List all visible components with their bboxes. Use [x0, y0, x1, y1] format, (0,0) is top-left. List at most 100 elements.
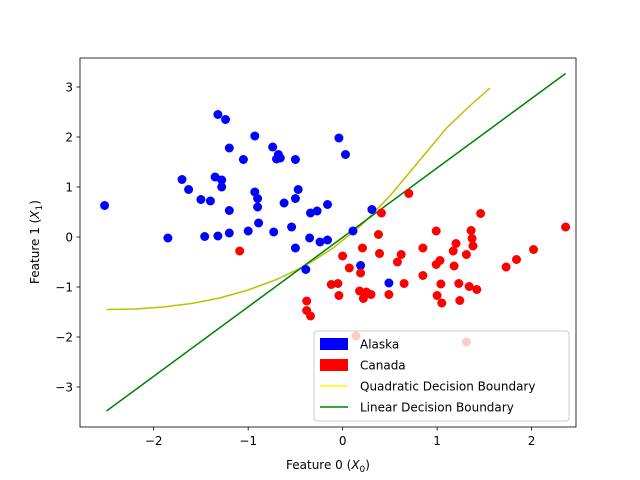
alaska-point — [254, 218, 264, 228]
canada-point — [344, 263, 354, 273]
linear-decision-boundary-line — [106, 72, 567, 412]
y-tick-label: 1 — [65, 181, 73, 195]
y-tick-label: 3 — [65, 81, 73, 95]
canada-point — [358, 243, 367, 253]
y-tick-label: 2 — [65, 131, 73, 145]
x-tick-label: 0 — [339, 434, 347, 448]
legend-label-linear-decision-boundary: Linear Decision Boundary — [360, 401, 514, 415]
alaska-point — [341, 150, 350, 159]
y-tick-label: −1 — [55, 281, 73, 295]
alaska-point — [196, 195, 206, 204]
canada-point — [455, 296, 465, 305]
x-axis-label-var: X — [350, 458, 360, 472]
alaska-point — [356, 261, 366, 270]
canada-point — [432, 291, 442, 300]
x-axis-ticks: −2 −1 0 1 2 — [145, 427, 536, 448]
x-axis-label-close: ) — [365, 458, 370, 472]
alaska-point — [213, 110, 223, 119]
y-axis-label-var: X — [28, 210, 42, 220]
canada-point — [466, 226, 476, 235]
canada-point — [448, 246, 458, 256]
alaska-point — [293, 185, 303, 194]
alaska-point — [253, 194, 263, 203]
alaska-point — [334, 133, 344, 143]
canada-point — [334, 291, 344, 300]
canada-point — [472, 285, 482, 294]
data-points — [100, 110, 571, 347]
alaska-point — [243, 226, 253, 236]
canada-point — [561, 222, 571, 232]
canada-point — [356, 268, 366, 278]
canada-point — [302, 296, 312, 306]
y-tick-label: 0 — [65, 231, 73, 245]
alaska-point — [348, 226, 358, 236]
alaska-point — [384, 278, 394, 288]
canada-point — [375, 249, 384, 258]
canada-point — [476, 209, 486, 218]
alaska-point — [224, 143, 234, 153]
x-tick-label: 2 — [528, 434, 536, 448]
alaska-point — [184, 185, 194, 194]
canada-point — [418, 243, 428, 253]
y-axis-ticks: −3 −2 −1 0 1 2 3 — [55, 81, 80, 395]
canada-point — [449, 261, 459, 271]
canada-point — [306, 311, 315, 321]
y-axis-label-sub: 1 — [35, 205, 45, 211]
canada-point — [376, 208, 386, 218]
y-axis-label-main: Feature 1 ( — [28, 219, 42, 284]
canada-point — [437, 298, 447, 308]
alaska-point — [224, 228, 234, 238]
canada-point — [399, 279, 409, 288]
legend-label-quadratic-decision-boundary: Quadratic Decision Boundary — [360, 380, 535, 394]
alaska-point — [250, 131, 260, 141]
x-axis-label: Feature 0 (X0) — [286, 458, 370, 475]
canada-point — [468, 241, 478, 251]
canada-point — [467, 234, 477, 243]
canada-point — [431, 226, 441, 236]
canada-point — [374, 230, 383, 239]
alaska-point — [221, 115, 230, 124]
x-tick-label: −1 — [239, 434, 257, 448]
canada-point — [355, 286, 365, 296]
canada-point — [338, 251, 348, 261]
alaska-point — [238, 155, 248, 164]
alaska-point — [279, 198, 289, 208]
canada-point — [454, 279, 464, 288]
alaska-point — [217, 175, 227, 185]
canada-point — [512, 255, 521, 264]
y-axis-label-close: ) — [28, 200, 42, 205]
alaska-point — [367, 205, 377, 214]
canada-point — [404, 189, 414, 198]
legend: Alaska Canada Quadratic Decision Boundary L… — [313, 330, 570, 422]
canada-point — [529, 245, 538, 254]
alaska-point — [217, 182, 227, 192]
x-axis-label-main: Feature 0 ( — [286, 458, 351, 472]
legend-swatch-alaska — [320, 338, 348, 350]
plot-frame — [79, 57, 577, 428]
alaska-point — [100, 201, 110, 210]
canada-point — [396, 250, 406, 259]
alaska-point — [275, 153, 285, 163]
legend-box — [313, 330, 570, 422]
alaska-point — [177, 175, 187, 184]
canada-point — [436, 279, 446, 289]
alaska-point — [290, 243, 300, 253]
canada-point — [464, 282, 474, 291]
canada-point — [384, 290, 394, 299]
alaska-point — [301, 265, 311, 274]
legend-label-canada: Canada — [360, 359, 406, 373]
canada-point — [326, 280, 336, 289]
canada-point — [392, 257, 402, 267]
canada-point — [418, 271, 428, 280]
y-tick-label: −2 — [55, 331, 73, 345]
canada-point — [451, 239, 461, 248]
alaska-point — [312, 206, 322, 216]
canada-point — [333, 279, 343, 288]
canada-point — [366, 290, 376, 299]
y-tick-label: −3 — [55, 381, 73, 395]
legend-swatch-canada — [320, 359, 348, 371]
alaska-point — [268, 142, 278, 152]
x-axis-label-sub: 0 — [360, 465, 366, 475]
alaska-point — [323, 200, 332, 209]
alaska-point — [163, 233, 173, 243]
